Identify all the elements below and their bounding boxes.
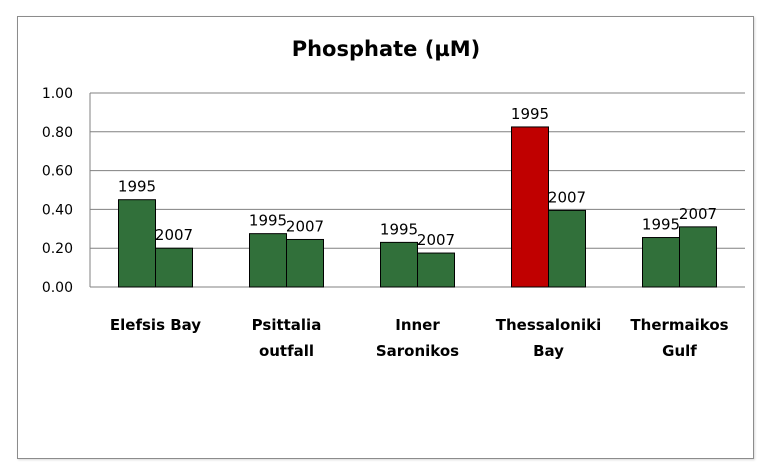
- category-label: Psittalia: [252, 316, 322, 334]
- category-label: Thessaloniki: [496, 316, 601, 334]
- data-label-2007: 2007: [679, 205, 717, 223]
- y-tick-label: 0.20: [42, 241, 73, 257]
- bar-2007-4: [679, 226, 717, 288]
- y-tick-label: 0.00: [42, 280, 73, 296]
- category-labels: Elefsis Bay Psittalia outfall Inner Saroniko…: [110, 316, 729, 360]
- bar-2007-1: [286, 238, 324, 288]
- category-label: Bay: [533, 342, 564, 360]
- bar-1995-2: [380, 241, 418, 288]
- category-label: Thermaikos: [630, 316, 728, 334]
- bars: [118, 126, 717, 288]
- chart-title: Phosphate (µM): [292, 37, 481, 61]
- category-label: Saronikos: [376, 342, 459, 360]
- bar-1995-3: [511, 126, 549, 288]
- bar-1995-4: [642, 237, 680, 288]
- y-tick-label: 0.60: [42, 164, 73, 180]
- data-label-2007: 2007: [417, 231, 455, 249]
- data-label-2007: 2007: [286, 217, 324, 235]
- data-label-1995: 1995: [249, 212, 287, 230]
- data-label-1995: 1995: [511, 105, 549, 123]
- bar-1995-1: [249, 233, 287, 288]
- bar-2007-2: [417, 252, 455, 288]
- data-label-1995: 1995: [118, 178, 156, 196]
- category-label: Gulf: [662, 342, 697, 360]
- y-tick-label: 1.00: [42, 86, 73, 102]
- data-label-1995: 1995: [642, 216, 680, 234]
- data-label-1995: 1995: [380, 220, 418, 238]
- y-tick-label: 0.40: [42, 202, 73, 218]
- data-label-2007: 2007: [155, 226, 193, 244]
- category-label: Elefsis Bay: [110, 316, 201, 334]
- data-label-2007: 2007: [548, 188, 586, 206]
- bar-1995-0: [118, 199, 156, 288]
- y-axis-tick-labels: 0.00 0.20 0.40 0.60 0.80 1.00: [42, 86, 73, 296]
- category-label: Inner: [395, 316, 440, 334]
- bar-2007-3: [548, 209, 586, 288]
- gridlines: [90, 92, 745, 288]
- y-tick-label: 0.80: [42, 125, 73, 141]
- bar-2007-0: [155, 247, 193, 288]
- category-label: outfall: [259, 342, 314, 360]
